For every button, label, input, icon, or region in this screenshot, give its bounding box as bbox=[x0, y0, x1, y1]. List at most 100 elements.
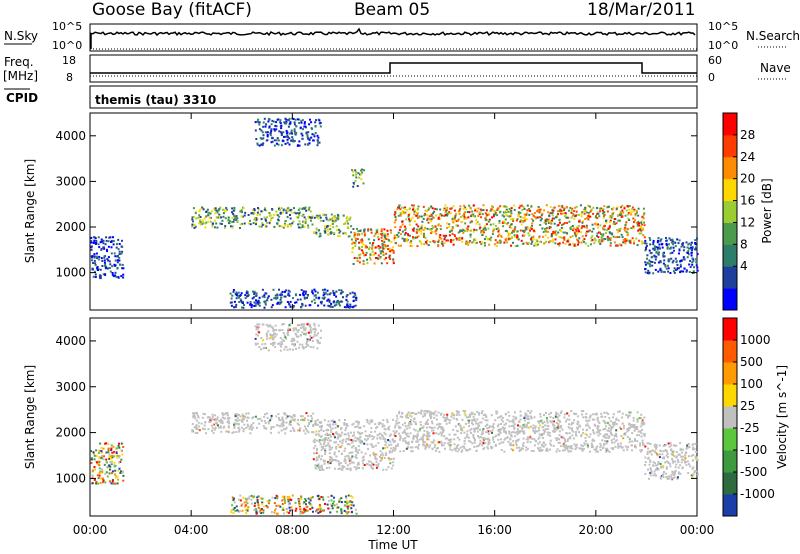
echo-cell bbox=[530, 205, 533, 208]
echo-cell bbox=[266, 134, 269, 136]
echo-cell bbox=[434, 410, 437, 413]
echo-cell bbox=[417, 235, 420, 238]
echo-cell bbox=[590, 442, 593, 445]
echo-cell bbox=[566, 448, 569, 451]
echo-cell bbox=[468, 419, 471, 422]
echo-cell bbox=[118, 259, 121, 262]
echo-cell bbox=[433, 413, 436, 416]
echo-cell bbox=[596, 213, 599, 215]
echo-cell bbox=[352, 263, 355, 265]
echo-cell bbox=[538, 424, 541, 427]
echo-cell bbox=[497, 235, 500, 238]
echo-cell bbox=[256, 143, 259, 146]
echo-cell bbox=[577, 224, 580, 227]
echo-cell bbox=[196, 414, 199, 417]
echo-cell bbox=[431, 422, 434, 425]
echo-cell bbox=[444, 447, 446, 450]
echo-cell bbox=[402, 431, 405, 433]
echo-cell bbox=[256, 323, 259, 326]
echo-cell bbox=[609, 219, 612, 222]
echo-cell bbox=[671, 457, 674, 460]
echo-cell bbox=[572, 228, 575, 231]
echo-cell bbox=[607, 227, 610, 230]
echo-cell bbox=[401, 416, 404, 419]
echo-cell bbox=[559, 229, 561, 231]
echo-cell bbox=[349, 462, 351, 465]
echo-cell bbox=[438, 422, 441, 425]
echo-cell bbox=[383, 228, 386, 231]
echo-cell bbox=[621, 204, 624, 207]
echo-cell bbox=[588, 436, 591, 438]
echo-cell bbox=[265, 427, 268, 430]
echo-cell bbox=[323, 225, 326, 228]
nsearch-tick-top: 10^5 bbox=[708, 20, 738, 33]
echo-cell bbox=[298, 144, 301, 147]
echo-cell bbox=[204, 222, 207, 225]
echo-cell bbox=[669, 442, 672, 445]
echo-cell bbox=[601, 239, 604, 242]
echo-cell bbox=[593, 237, 596, 240]
echo-cell bbox=[408, 422, 411, 424]
echo-cell bbox=[397, 244, 400, 247]
echo-cell bbox=[544, 424, 547, 427]
echo-cell bbox=[280, 296, 283, 299]
echo-cell bbox=[605, 447, 608, 450]
echo-cell bbox=[573, 419, 576, 422]
echo-cell bbox=[628, 205, 631, 207]
echo-cell bbox=[488, 426, 490, 429]
echo-cell bbox=[273, 144, 276, 147]
echo-cell bbox=[626, 238, 629, 241]
echo-cell bbox=[430, 218, 433, 221]
echo-cell bbox=[264, 413, 266, 416]
echo-cell bbox=[523, 215, 526, 218]
echo-cell bbox=[687, 243, 690, 246]
echo-cell bbox=[93, 468, 96, 471]
echo-cell bbox=[237, 414, 240, 417]
echo-cell bbox=[116, 259, 119, 262]
echo-cell bbox=[482, 209, 485, 212]
echo-cell bbox=[363, 262, 366, 265]
echo-cell bbox=[340, 434, 343, 437]
echo-cell bbox=[326, 227, 329, 230]
echo-cell bbox=[316, 447, 318, 450]
echo-cell bbox=[348, 443, 351, 446]
echo-cell bbox=[525, 438, 528, 441]
echo-cell bbox=[209, 220, 212, 223]
echo-cell bbox=[205, 211, 208, 213]
echo-cell bbox=[584, 439, 587, 442]
echo-cell bbox=[272, 342, 274, 344]
echo-cell bbox=[545, 240, 548, 243]
echo-cell bbox=[352, 170, 355, 173]
echo-cell bbox=[247, 416, 250, 419]
nsky-panel-frame bbox=[89, 23, 698, 52]
echo-cell bbox=[459, 205, 462, 208]
echo-cell bbox=[487, 438, 490, 441]
echo-cell bbox=[413, 428, 416, 431]
echo-cell bbox=[214, 208, 217, 211]
echo-cell bbox=[490, 236, 493, 239]
echo-cell bbox=[572, 430, 575, 433]
echo-cell bbox=[665, 239, 668, 242]
echo-cell bbox=[289, 419, 292, 422]
echo-cell bbox=[432, 240, 435, 243]
echo-cell bbox=[519, 220, 522, 223]
echo-cell bbox=[573, 231, 576, 234]
echo-cell bbox=[390, 447, 393, 450]
echo-cell bbox=[551, 217, 554, 220]
echo-cell bbox=[437, 217, 440, 220]
echo-cell bbox=[415, 231, 418, 234]
echo-cell bbox=[255, 292, 258, 295]
echo-cell bbox=[266, 296, 269, 299]
echo-cell bbox=[673, 241, 676, 244]
echo-cell bbox=[394, 219, 397, 222]
echo-cell bbox=[380, 262, 383, 265]
echo-cell bbox=[263, 296, 266, 299]
echo-cell bbox=[312, 335, 315, 338]
echo-cell bbox=[310, 415, 313, 417]
echo-cell bbox=[568, 437, 571, 440]
echo-cell bbox=[429, 415, 432, 418]
echo-cell bbox=[561, 210, 564, 212]
echo-cell bbox=[421, 436, 424, 439]
echo-cell bbox=[357, 445, 360, 448]
echo-cell bbox=[220, 418, 223, 421]
